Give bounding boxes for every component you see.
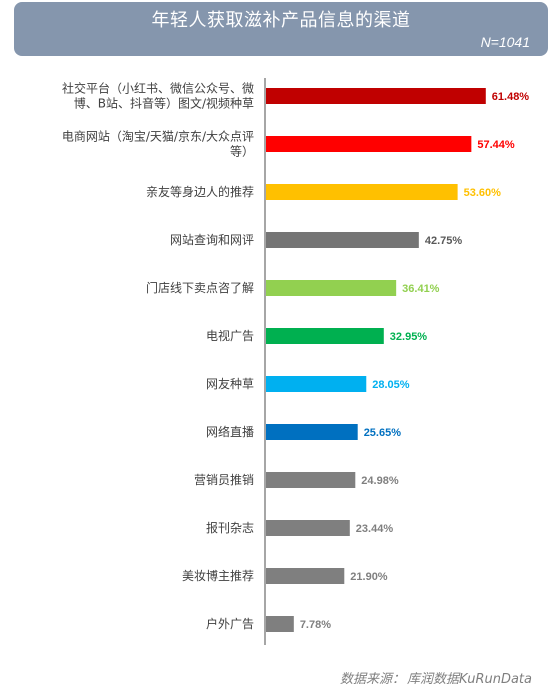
category-label-12: 户外广告: [206, 616, 254, 631]
value-label-4: 42.75%: [425, 235, 463, 247]
category-label-10: 报刊杂志: [206, 520, 254, 535]
value-label-7: 28.05%: [372, 379, 410, 391]
bar-7: [266, 376, 367, 392]
data-source: 数据来源： 库润数据KuRunData: [340, 668, 532, 687]
category-label-1-line-2: 博、B站、抖音等）图文/视频种草: [74, 96, 254, 111]
category-label-8: 网络直播: [206, 424, 254, 439]
category-label-2-line-1: 电商网站（淘宝/天猫/京东/大众点评: [62, 129, 254, 144]
bar-9: [266, 472, 356, 488]
category-label-6: 电视广告: [206, 328, 254, 343]
value-label-11: 21.90%: [350, 571, 388, 583]
value-label-9: 24.98%: [361, 475, 399, 487]
source-value: 库润数据KuRunData: [407, 672, 532, 687]
bar-3: [266, 184, 458, 200]
title-banner: 年轻人获取滋补产品信息的渠道 N=1041: [14, 2, 548, 56]
sample-size-label: N=1041: [480, 34, 530, 50]
source-label: 数据来源：: [340, 672, 406, 687]
bar-12: [266, 616, 294, 632]
bar-6: [266, 328, 384, 344]
category-label-11: 美妆博主推荐: [182, 568, 254, 583]
category-label-9: 营销员推销: [194, 473, 254, 487]
bar-2: [266, 136, 472, 152]
category-label-4: 网站查询和网评: [170, 233, 254, 247]
category-label-7: 网友种草: [206, 377, 254, 391]
category-label-1-line-1: 社交平台（小红书、微信公众号、微: [62, 81, 254, 96]
value-label-6: 32.95%: [390, 331, 428, 343]
bar-11: [266, 568, 345, 584]
value-label-12: 7.78%: [300, 619, 331, 631]
bar-10: [266, 520, 350, 536]
bar-8: [266, 424, 358, 440]
bar-5: [266, 280, 397, 296]
chart-title: 年轻人获取滋补产品信息的渠道: [151, 10, 411, 31]
bar-4: [266, 232, 419, 248]
category-label-3: 亲友等身边人的推荐: [146, 184, 254, 199]
value-label-2: 57.44%: [477, 139, 515, 151]
value-label-8: 25.65%: [364, 427, 402, 439]
bar-1: [266, 88, 486, 104]
category-label-5: 门店线下卖点咨了解: [146, 280, 254, 295]
category-label-2-line-2: 等）: [230, 145, 254, 159]
value-label-5: 36.41%: [402, 283, 440, 295]
value-label-3: 53.60%: [464, 187, 502, 199]
value-label-10: 23.44%: [356, 523, 394, 535]
value-label-1: 61.48%: [492, 91, 530, 103]
